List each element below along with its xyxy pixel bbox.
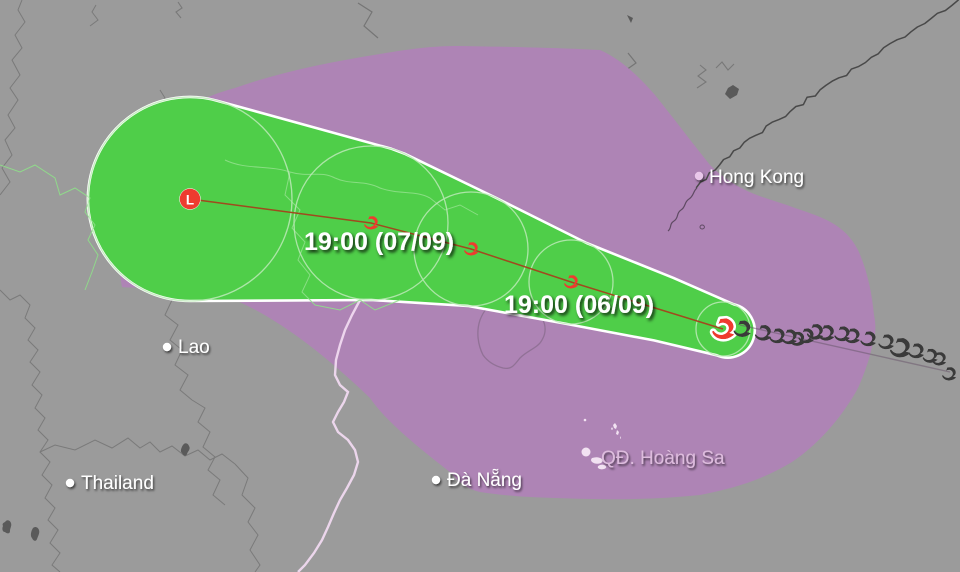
svg-text:Thailand: Thailand [81,473,154,494]
svg-text:19:00 (06/09): 19:00 (06/09) [504,291,654,319]
svg-text:Đà Nẵng: Đà Nẵng [447,470,522,491]
svg-text:Lao: Lao [178,337,210,358]
svg-text:QĐ. Hoàng Sa: QĐ. Hoàng Sa [601,448,725,469]
svg-text:19:00 (07/09): 19:00 (07/09) [304,228,454,256]
svg-text:Hong Kong: Hong Kong [709,167,804,188]
